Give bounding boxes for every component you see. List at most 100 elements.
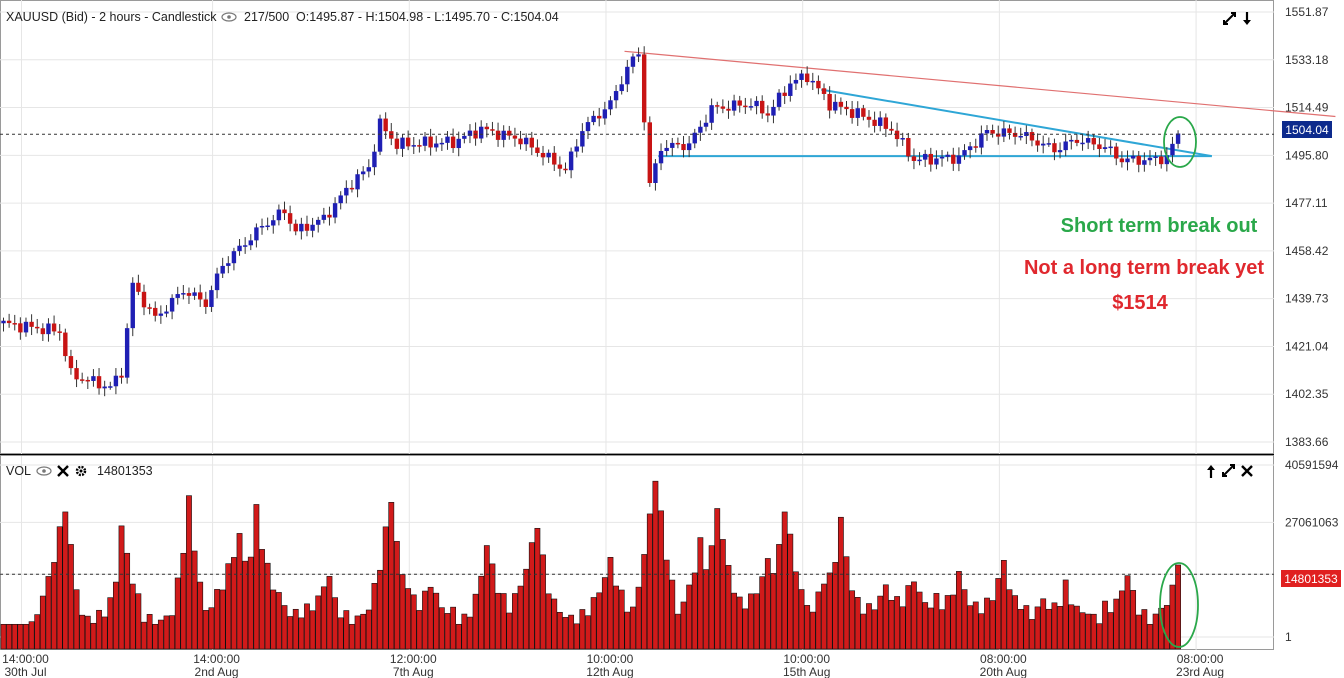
candle-bear [1114, 146, 1119, 159]
volume-bar [1141, 609, 1148, 650]
volume-bar [444, 613, 451, 650]
candle-bull [1057, 150, 1063, 153]
volume-bar [90, 622, 97, 650]
volume-bar [163, 615, 170, 650]
vol-settings-icon[interactable] [75, 465, 87, 477]
candle-bear [51, 323, 57, 332]
candle-bear [198, 292, 203, 300]
candle-bull [226, 263, 231, 266]
candle-bear [866, 116, 872, 120]
candle-bull [456, 138, 461, 149]
volume-bar [326, 576, 333, 650]
candle-bear [715, 105, 720, 107]
volume-bar [714, 508, 721, 650]
volume-bar [129, 583, 136, 650]
volume-bars [0, 480, 1181, 650]
candle-bull [130, 282, 135, 329]
volume-bar [124, 552, 131, 650]
candle-bear [1097, 144, 1102, 149]
volume-bar [1074, 605, 1080, 650]
annotation-short-term: Short term break out [1061, 215, 1258, 237]
candle-bull [422, 136, 428, 146]
candle-bull [653, 163, 658, 183]
volume-bar [843, 556, 850, 650]
candle-bull [917, 159, 922, 162]
volume-bar [489, 563, 496, 650]
candle-bear [29, 321, 34, 327]
volume-bar [1023, 605, 1030, 650]
candle-bull [810, 80, 815, 83]
vol-eye-icon[interactable] [36, 466, 52, 476]
volume-bar [809, 611, 816, 650]
candle-bull [169, 297, 175, 312]
volume-bar [225, 563, 232, 650]
vol-close-icon[interactable] [57, 465, 69, 477]
candle-bull [23, 321, 29, 333]
candle-bear [996, 133, 1001, 137]
candle-bear [647, 122, 652, 183]
volume-bar [45, 576, 52, 650]
volume-bar [455, 623, 462, 650]
volume-bar [787, 533, 794, 650]
candle-bull [310, 224, 315, 231]
candle-bear [928, 153, 933, 165]
volume-bar [315, 595, 322, 650]
volume-bar [84, 615, 91, 650]
expand-icon[interactable] [1223, 12, 1236, 25]
vol-up-icon[interactable] [1207, 465, 1215, 478]
volume-bar [365, 609, 372, 650]
volume-bar [231, 557, 237, 650]
candle-bull [1102, 147, 1108, 149]
candle-bear [6, 320, 12, 324]
candle-bull [939, 156, 945, 159]
price-breakout-ellipse [1163, 116, 1197, 168]
trendline [624, 50, 1336, 118]
candle-bear [394, 138, 400, 149]
volume-bar [1118, 590, 1125, 650]
candle-bull [299, 223, 304, 232]
candle-bull [259, 225, 265, 228]
candle-bull [254, 227, 259, 241]
candle-bull [1046, 143, 1052, 145]
arrow-down-icon[interactable] [1243, 12, 1251, 25]
volume-bar [517, 585, 524, 650]
candle-bear [720, 106, 726, 109]
volume-bar [866, 603, 872, 650]
volume-bar [927, 607, 934, 650]
volume-bar [658, 510, 664, 650]
volume-bar [1130, 590, 1137, 650]
volume-bar [270, 589, 277, 650]
candle-bear [119, 375, 124, 378]
volume-bar [1051, 602, 1058, 650]
time-tick-label: 10:00:00 [783, 652, 830, 666]
candle-bull [591, 115, 596, 123]
volume-bar [523, 568, 530, 650]
volume-bar [691, 572, 698, 650]
volume-bar [433, 592, 440, 650]
candle-bull [360, 171, 366, 175]
volume-bar [697, 537, 704, 650]
volume-bar [1040, 598, 1047, 650]
candle-bull [479, 126, 484, 139]
candle-bull [377, 118, 383, 152]
volume-bar [815, 591, 822, 650]
volume-bar [1102, 600, 1108, 650]
vol-panel-close-icon[interactable] [1241, 465, 1253, 477]
candle-bull [1142, 160, 1147, 165]
volume-bar [152, 623, 159, 650]
vol-expand-icon[interactable] [1222, 464, 1235, 477]
volume-bar [438, 607, 445, 650]
volume-bar [770, 573, 777, 650]
candle-bear [529, 137, 534, 148]
volume-bar [186, 495, 192, 650]
candle-bull [748, 106, 754, 108]
candle-bull [608, 100, 613, 110]
eye-icon[interactable] [221, 12, 237, 22]
volume-bar [1045, 608, 1052, 650]
candle-bull [613, 91, 619, 101]
candle-bear [973, 146, 978, 148]
volume-bar [731, 592, 737, 650]
volume-bar [725, 565, 732, 650]
volume-bar [911, 581, 917, 650]
candle-bear [1119, 158, 1125, 163]
